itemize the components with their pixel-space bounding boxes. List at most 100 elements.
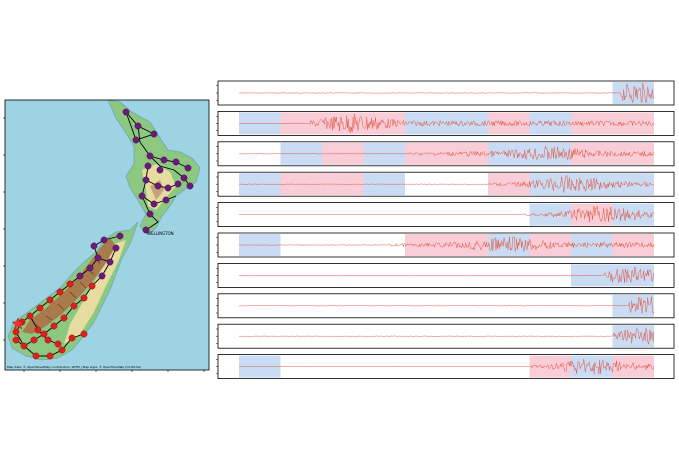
station-marker[interactable] [30,336,38,344]
trace-panel [216,323,675,349]
station-marker[interactable] [154,182,162,190]
station-marker[interactable] [44,336,52,344]
station-marker[interactable] [150,200,158,208]
trace-panel [216,293,675,319]
station-marker[interactable] [86,264,94,272]
city-label-wellington: WELLINGTON [147,231,174,236]
map-ticks [3,117,205,372]
station-marker[interactable] [58,346,66,354]
station-marker[interactable] [90,242,98,250]
station-marker[interactable] [66,280,74,288]
station-marker[interactable] [122,108,130,116]
pink-window [612,234,654,256]
pink-window [405,142,447,165]
station-marker[interactable] [70,302,78,310]
seismic-trace [238,113,655,133]
station-marker[interactable] [50,322,58,330]
seismic-trace [238,296,655,315]
trace-panel [216,262,675,288]
station-marker[interactable] [12,336,20,344]
pink-window [612,112,654,135]
pink-window [405,234,447,256]
station-marker[interactable] [156,166,164,174]
station-marker[interactable] [54,340,62,348]
station-marker[interactable] [160,156,168,164]
station-marker[interactable] [46,352,54,360]
blue-window [405,112,447,135]
station-marker[interactable] [116,232,124,240]
seismic-trace [239,266,655,283]
station-marker[interactable] [40,330,48,338]
blue-window [571,355,613,378]
station-marker[interactable] [46,296,54,304]
blue-window [571,173,613,196]
blue-window [488,142,530,165]
station-marker[interactable] [80,294,88,302]
trace-panels [216,80,675,380]
station-marker[interactable] [186,182,194,190]
blue-window [529,112,571,135]
trace-panel [216,80,675,106]
station-marker[interactable] [26,312,34,320]
seismic-trace [239,205,655,223]
station-marker[interactable] [164,184,172,192]
south-stations [11,280,96,360]
station-marker[interactable] [146,152,154,160]
station-marker[interactable] [88,282,96,290]
pink-window [571,142,613,165]
station-marker[interactable] [100,236,108,244]
station-marker[interactable] [34,326,42,334]
station-marker[interactable] [80,330,88,338]
station-marker[interactable] [150,130,158,138]
station-marker[interactable] [134,122,142,130]
station-marker[interactable] [112,244,120,252]
station-marker[interactable] [144,162,152,170]
station-marker[interactable] [68,334,76,342]
seismic-trace [239,82,655,104]
station-marker[interactable] [138,192,146,200]
pink-window [363,112,405,135]
pink-window [571,112,613,135]
star-marker[interactable] [11,317,25,330]
station-marker[interactable] [60,314,68,322]
southern-alps [22,238,116,334]
station-marker[interactable] [142,176,150,184]
station-marker[interactable] [94,254,102,262]
station-marker[interactable] [76,272,84,280]
seismic-trace [238,175,655,193]
seismic-trace [238,327,655,345]
south-island-plains [64,240,126,344]
station-marker[interactable] [106,258,114,266]
station-marker[interactable] [142,226,150,234]
blue-window [571,234,613,256]
blue-window [529,203,571,226]
station-marker[interactable] [56,288,64,296]
blue-window [529,173,571,196]
trace-panel [216,141,675,167]
pink-window [446,142,488,165]
station-marker[interactable] [146,210,154,218]
station-marker[interactable] [184,164,192,172]
trace-panel [216,111,675,136]
station-marker[interactable] [174,180,182,188]
station-marker[interactable] [12,328,20,336]
station-marker[interactable] [32,352,40,360]
station-marker[interactable] [132,136,140,144]
trace-panel [216,202,675,228]
trace-panel [216,171,675,197]
station-marker[interactable] [20,342,28,350]
station-marker[interactable] [180,174,188,182]
station-marker[interactable] [172,158,180,166]
pink-window [612,142,654,165]
pink-window [488,173,530,196]
pink-window [488,112,530,135]
north-stations [76,108,194,280]
station-marker[interactable] [36,304,44,312]
pink-window [529,234,571,256]
station-marker[interactable] [98,272,106,280]
station-marker[interactable] [162,196,170,204]
blue-window [529,142,571,165]
trace-panel [216,354,675,380]
seismic-trace [238,358,655,374]
